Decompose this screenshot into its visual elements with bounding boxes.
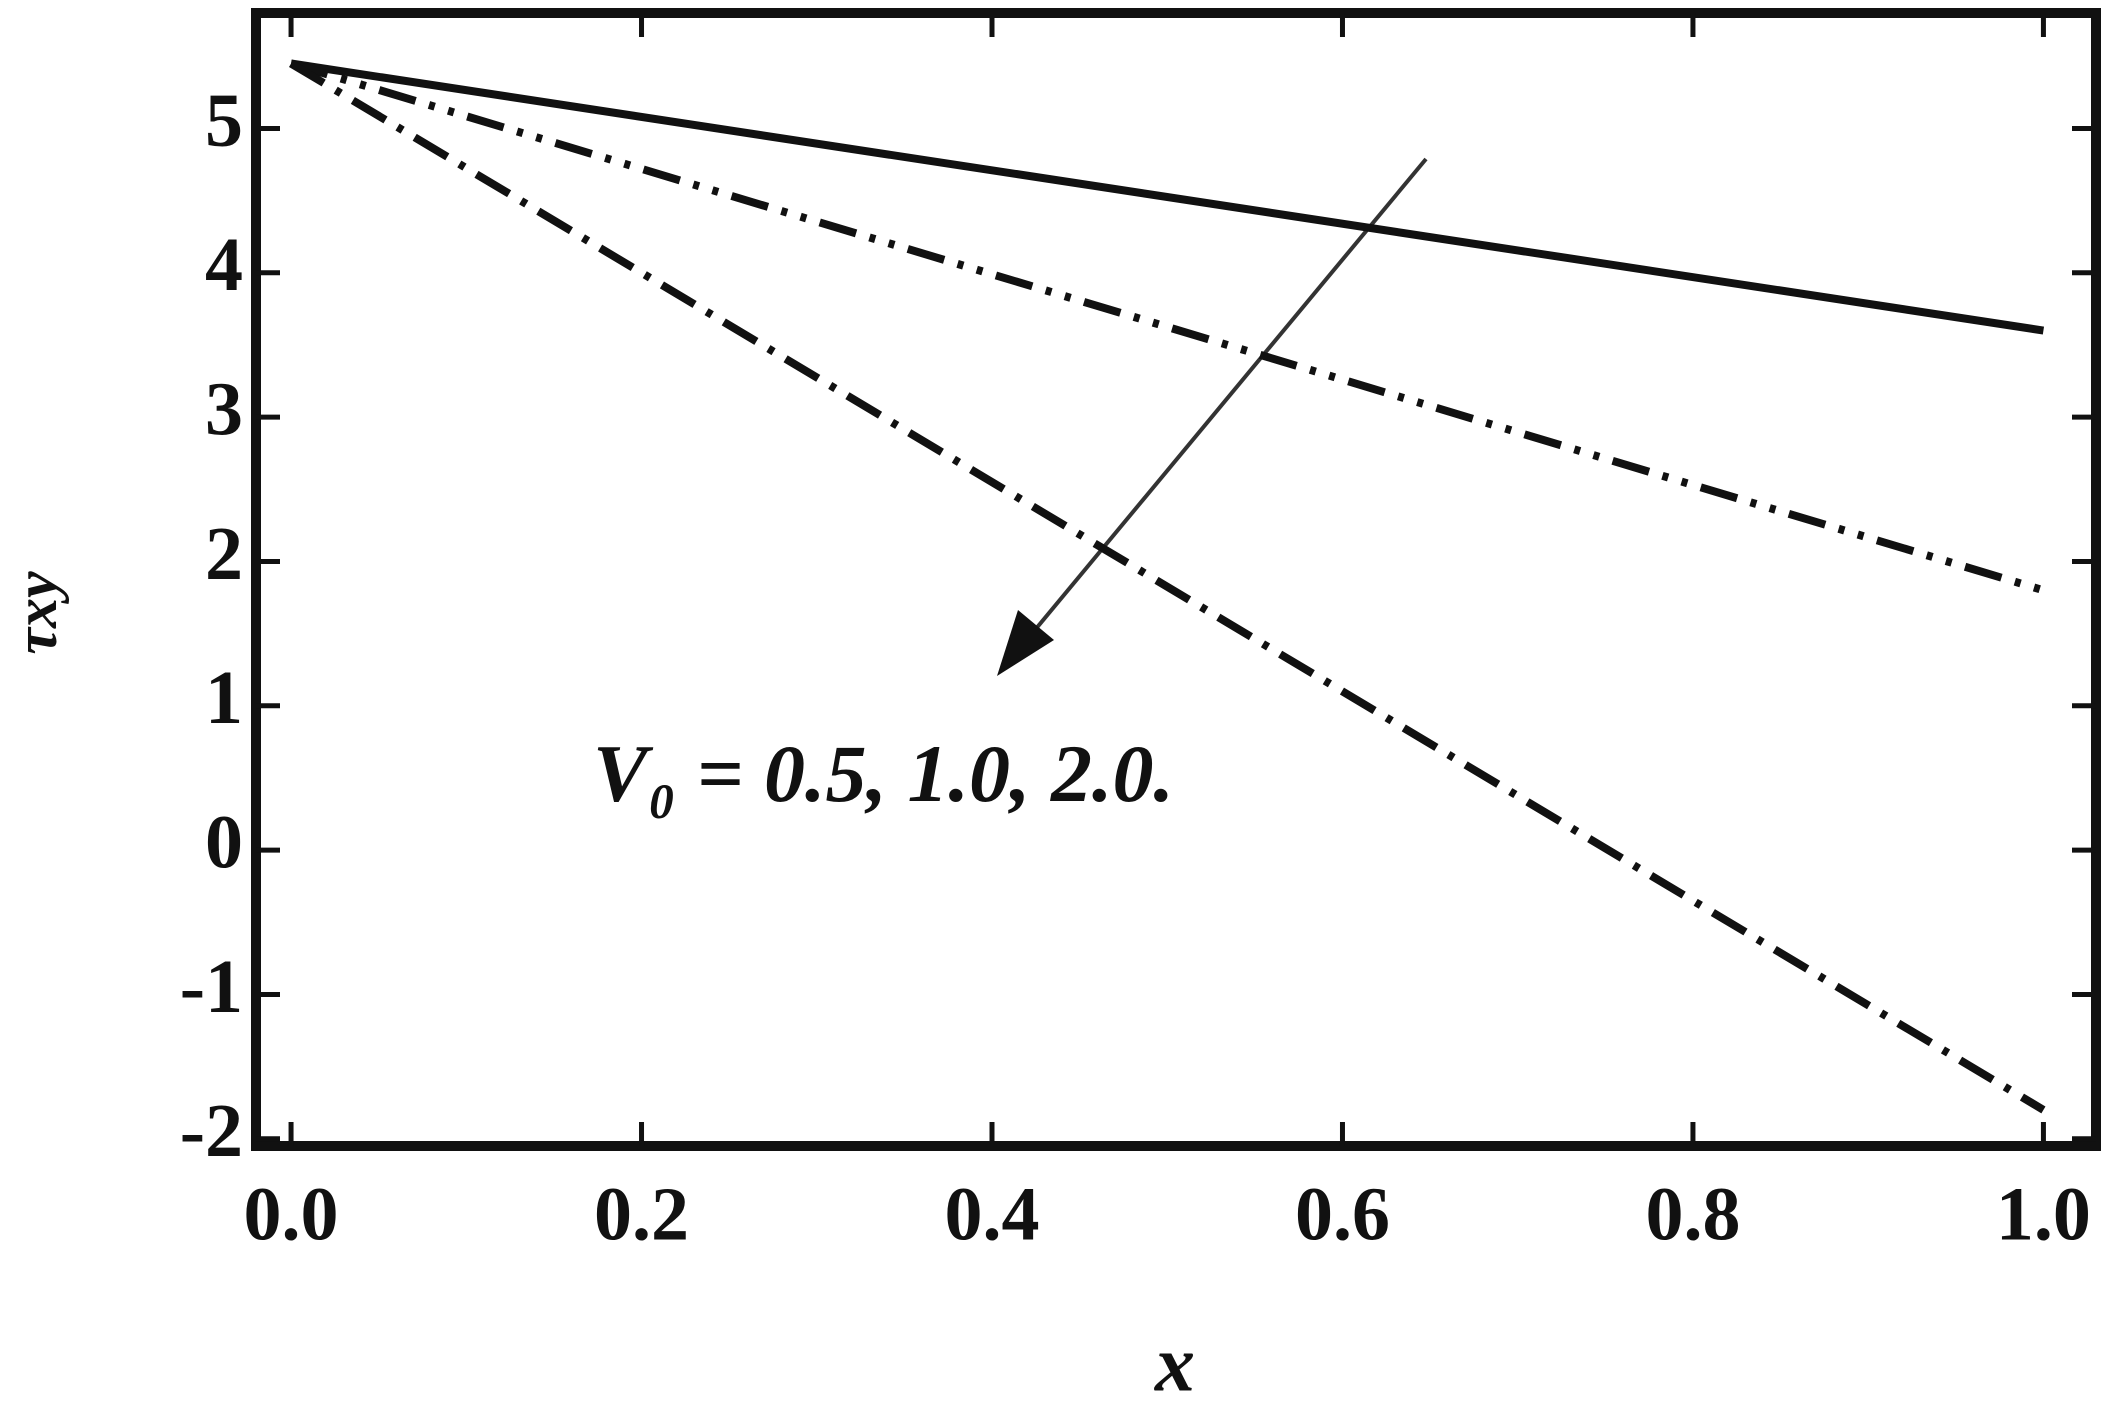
x-tick-label: 0.6 [1295,1172,1390,1256]
y-tick-label: -2 [180,1089,243,1173]
y-tick-label: 4 [205,223,243,307]
annotation: V₀ = 0.5, 1.0, 2.0. [593,728,1174,819]
x-tick-label: 0.8 [1645,1172,1740,1256]
y-tick-label: 3 [205,368,243,452]
series-line [288,60,2046,1114]
x-tick-label: 0.0 [244,1172,339,1256]
x-tick-label: 0.2 [594,1172,689,1256]
arrow-shaft [1008,157,1428,662]
y-tick-label: 2 [205,512,243,596]
y-axis-label: τxy [3,571,69,655]
y-tick-label: -1 [180,945,243,1029]
arrow-head [997,610,1054,676]
x-tick-label: 1.0 [1996,1172,2091,1256]
x-tick-label: 0.4 [945,1172,1040,1256]
y-tick-label: 0 [205,801,243,885]
x-axis-label: x [1154,1320,1195,1406]
series-line [290,59,2045,335]
y-tick-label: 1 [205,656,243,740]
series-line [289,59,2045,595]
plot-frame [251,8,2101,1151]
y-tick-label: 5 [205,79,243,163]
